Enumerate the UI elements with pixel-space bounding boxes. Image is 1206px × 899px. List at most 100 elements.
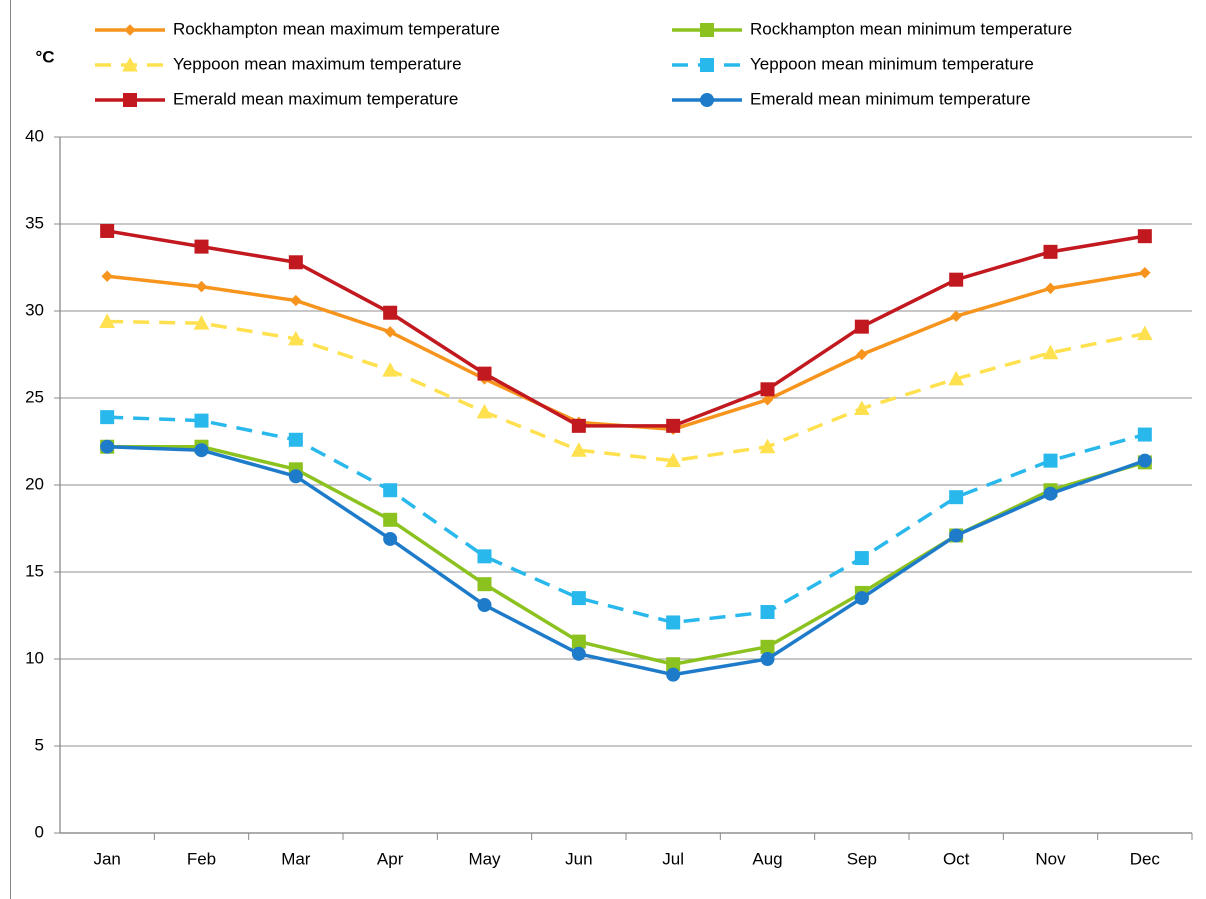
marker [759,438,776,454]
legend-label: Emerald mean maximum temperature [173,89,458,108]
marker [383,531,398,546]
y-tick-label: 20 [25,474,44,493]
legend-label: Emerald mean minimum temperature [750,89,1031,108]
marker [124,24,136,36]
y-tick-label: 25 [25,387,44,406]
marker [100,223,115,238]
marker [854,319,869,334]
marker [476,403,493,419]
series-line [107,444,1146,666]
marker [666,615,681,630]
marker [571,646,586,661]
marker [665,452,682,468]
marker [1043,244,1058,259]
marker [383,483,398,498]
marker [666,418,681,433]
x-tick-label: Aug [752,849,782,868]
marker [100,410,115,425]
marker [571,634,586,649]
marker [290,294,302,307]
marker [477,549,492,564]
marker [477,366,492,381]
y-tick-label: 35 [25,213,44,232]
marker [570,442,587,457]
marker [1042,344,1059,360]
x-tick-label: Mar [281,849,311,868]
marker [949,490,964,505]
marker [761,394,774,406]
marker [1137,453,1152,468]
x-tick-label: May [468,849,501,868]
x-tick-label: Feb [187,849,216,868]
y-tick-label: 5 [35,735,44,754]
marker [99,313,116,328]
marker [382,362,399,377]
marker [288,432,303,447]
marker [383,305,398,320]
series-line [107,319,1146,463]
marker [194,443,209,458]
marker [1044,282,1057,295]
marker [194,413,209,428]
marker [760,639,775,654]
marker [571,418,586,433]
marker [856,348,868,361]
y-axis-label: °C [35,47,54,66]
marker [288,469,303,484]
marker [122,56,138,72]
marker [949,528,964,543]
marker [700,93,714,107]
marker [760,382,775,397]
x-tick-label: Jun [565,849,592,868]
marker [666,667,681,682]
marker [1137,229,1152,244]
y-tick-label: 30 [25,300,44,319]
x-tick-label: Sep [847,849,877,868]
marker [700,58,714,72]
legend-label: Rockhampton mean maximum temperature [173,19,500,38]
marker [760,652,775,666]
marker [760,605,775,620]
x-tick-label: Dec [1130,849,1161,868]
marker [700,23,714,37]
marker [949,272,964,287]
marker [193,315,210,330]
marker [123,93,137,107]
marker [948,370,965,386]
series-line [107,444,1146,677]
legend-label: Yeppoon mean maximum temperature [173,54,462,73]
marker [477,598,492,613]
marker [1137,427,1152,442]
marker [950,310,962,322]
x-tick-label: Oct [943,849,970,868]
marker [571,591,586,606]
marker [1139,267,1151,279]
legend-label: Rockhampton mean minimum temperature [750,19,1072,38]
marker [101,270,113,282]
marker [287,330,304,346]
legend-label: Yeppoon mean minimum temperature [750,54,1034,73]
y-tick-label: 0 [35,822,44,841]
marker [854,551,869,566]
marker [194,239,209,254]
x-tick-label: Jan [93,849,120,868]
marker [384,326,396,338]
marker [1043,486,1058,501]
series-line [106,229,1146,428]
marker [1136,325,1153,341]
x-tick-label: Jul [662,849,684,868]
marker [288,255,303,270]
x-tick-label: Nov [1035,849,1066,868]
marker [383,512,398,527]
marker [100,439,115,454]
y-tick-label: 10 [25,648,44,667]
marker [1043,453,1058,468]
series-line [107,415,1146,625]
marker [195,280,208,293]
series-line [106,270,1146,432]
y-tick-label: 15 [25,561,44,580]
x-tick-label: Apr [377,849,404,868]
marker [477,577,492,592]
